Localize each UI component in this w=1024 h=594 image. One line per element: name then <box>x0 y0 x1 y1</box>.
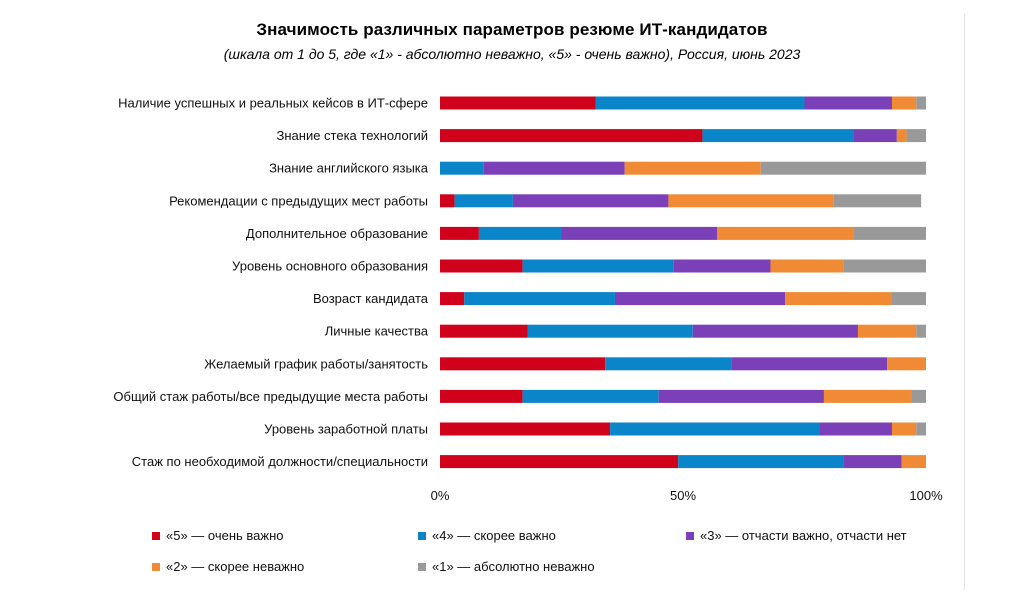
bar-segment <box>440 129 703 143</box>
bar-segment <box>605 357 732 371</box>
legend-swatch <box>686 532 694 540</box>
category-label: Желаемый график работы/занятость <box>204 356 428 371</box>
bar-segment <box>522 259 674 273</box>
bar-segment <box>843 455 902 469</box>
bar-segment <box>906 129 926 143</box>
bar-segment <box>673 259 771 273</box>
category-label: Дополнительное образование <box>246 226 428 241</box>
bar-segment <box>823 389 912 403</box>
bar-segment <box>440 422 611 436</box>
bar-segment <box>804 96 892 110</box>
legend-label: «5» — очень важно <box>166 528 284 543</box>
page-divider <box>964 14 965 590</box>
legend-label: «4» — скорее важно <box>432 528 556 543</box>
bar-segment <box>668 194 834 208</box>
bar-segment <box>440 96 596 110</box>
category-label: Личные качества <box>325 324 429 339</box>
bar-segment <box>731 357 888 371</box>
bar-segment <box>857 324 917 338</box>
bar-segment <box>512 194 669 208</box>
legend-swatch <box>418 563 426 571</box>
category-label: Уровень основного образования <box>232 259 428 274</box>
bar-segment <box>853 129 897 143</box>
category-label: Стаж по необходимой должности/специально… <box>132 454 428 469</box>
category-label: Рекомендации с предыдущих мест работы <box>169 193 428 208</box>
bar-segment <box>916 324 926 338</box>
bar-segment <box>916 422 926 436</box>
bar-segment <box>614 292 786 306</box>
bar-segment <box>843 259 926 273</box>
bar-segment <box>891 292 926 306</box>
bar-segment <box>702 129 854 143</box>
x-tick-label: 50% <box>670 488 696 503</box>
bar-segment <box>483 161 625 175</box>
bar-segment <box>610 422 820 436</box>
category-label: Возраст кандидата <box>313 291 429 306</box>
bar-segment <box>561 226 718 240</box>
bar-segment <box>440 389 523 403</box>
bar-segment <box>464 292 615 306</box>
category-label: Уровень заработной платы <box>264 422 428 437</box>
bar-segment <box>522 389 659 403</box>
bar-segment <box>770 259 844 273</box>
bar-segment <box>911 389 926 403</box>
category-label: Общий стаж работы/все предыдущие места р… <box>113 389 428 404</box>
bar-segment <box>440 226 479 240</box>
bar-segment <box>896 129 907 143</box>
legend-label: «3» — отчасти важно, отчасти нет <box>700 528 907 543</box>
x-tick-label: 100% <box>909 488 943 503</box>
category-label: Наличие успешных и реальных кейсов в ИТ-… <box>118 96 428 111</box>
bar-segment <box>440 357 606 371</box>
legend-swatch <box>418 532 426 540</box>
bar-segment <box>624 161 761 175</box>
bar-segment <box>891 422 917 436</box>
x-tick-label: 0% <box>431 488 450 503</box>
legend-label: «2» — скорее неважно <box>166 559 304 574</box>
bar-segment <box>527 324 693 338</box>
bar-segment <box>901 455 926 469</box>
bar-segment <box>819 422 892 436</box>
legend-swatch <box>152 532 160 540</box>
bar-segment <box>853 226 926 240</box>
bar-segment <box>692 324 858 338</box>
bar-segment <box>478 226 562 240</box>
bar-segment <box>440 259 523 273</box>
bar-segment <box>454 194 513 208</box>
bar-segment <box>760 161 926 175</box>
bar-segment <box>440 161 484 175</box>
bar-segment <box>717 226 854 240</box>
bar-segment <box>887 357 926 371</box>
bar-segment <box>833 194 922 208</box>
legend-label: «1» — абсолютно неважно <box>432 559 595 574</box>
bar-segment <box>785 292 892 306</box>
bar-segment <box>440 455 679 469</box>
bar-segment <box>440 194 455 208</box>
bar-segment <box>595 96 805 110</box>
category-label: Знание английского языка <box>269 161 429 176</box>
bar-segment <box>891 96 917 110</box>
bar-segment <box>678 455 844 469</box>
category-label: Знание стека технологий <box>277 128 429 143</box>
bar-segment <box>916 96 926 110</box>
bar-segment <box>440 292 465 306</box>
chart-title: Значимость различных параметров резюме И… <box>256 20 768 39</box>
bar-segment <box>658 389 824 403</box>
bar-segment <box>440 324 528 338</box>
legend-swatch <box>152 563 160 571</box>
chart-subtitle: (шкала от 1 до 5, где «1» - абсолютно не… <box>223 46 801 62</box>
